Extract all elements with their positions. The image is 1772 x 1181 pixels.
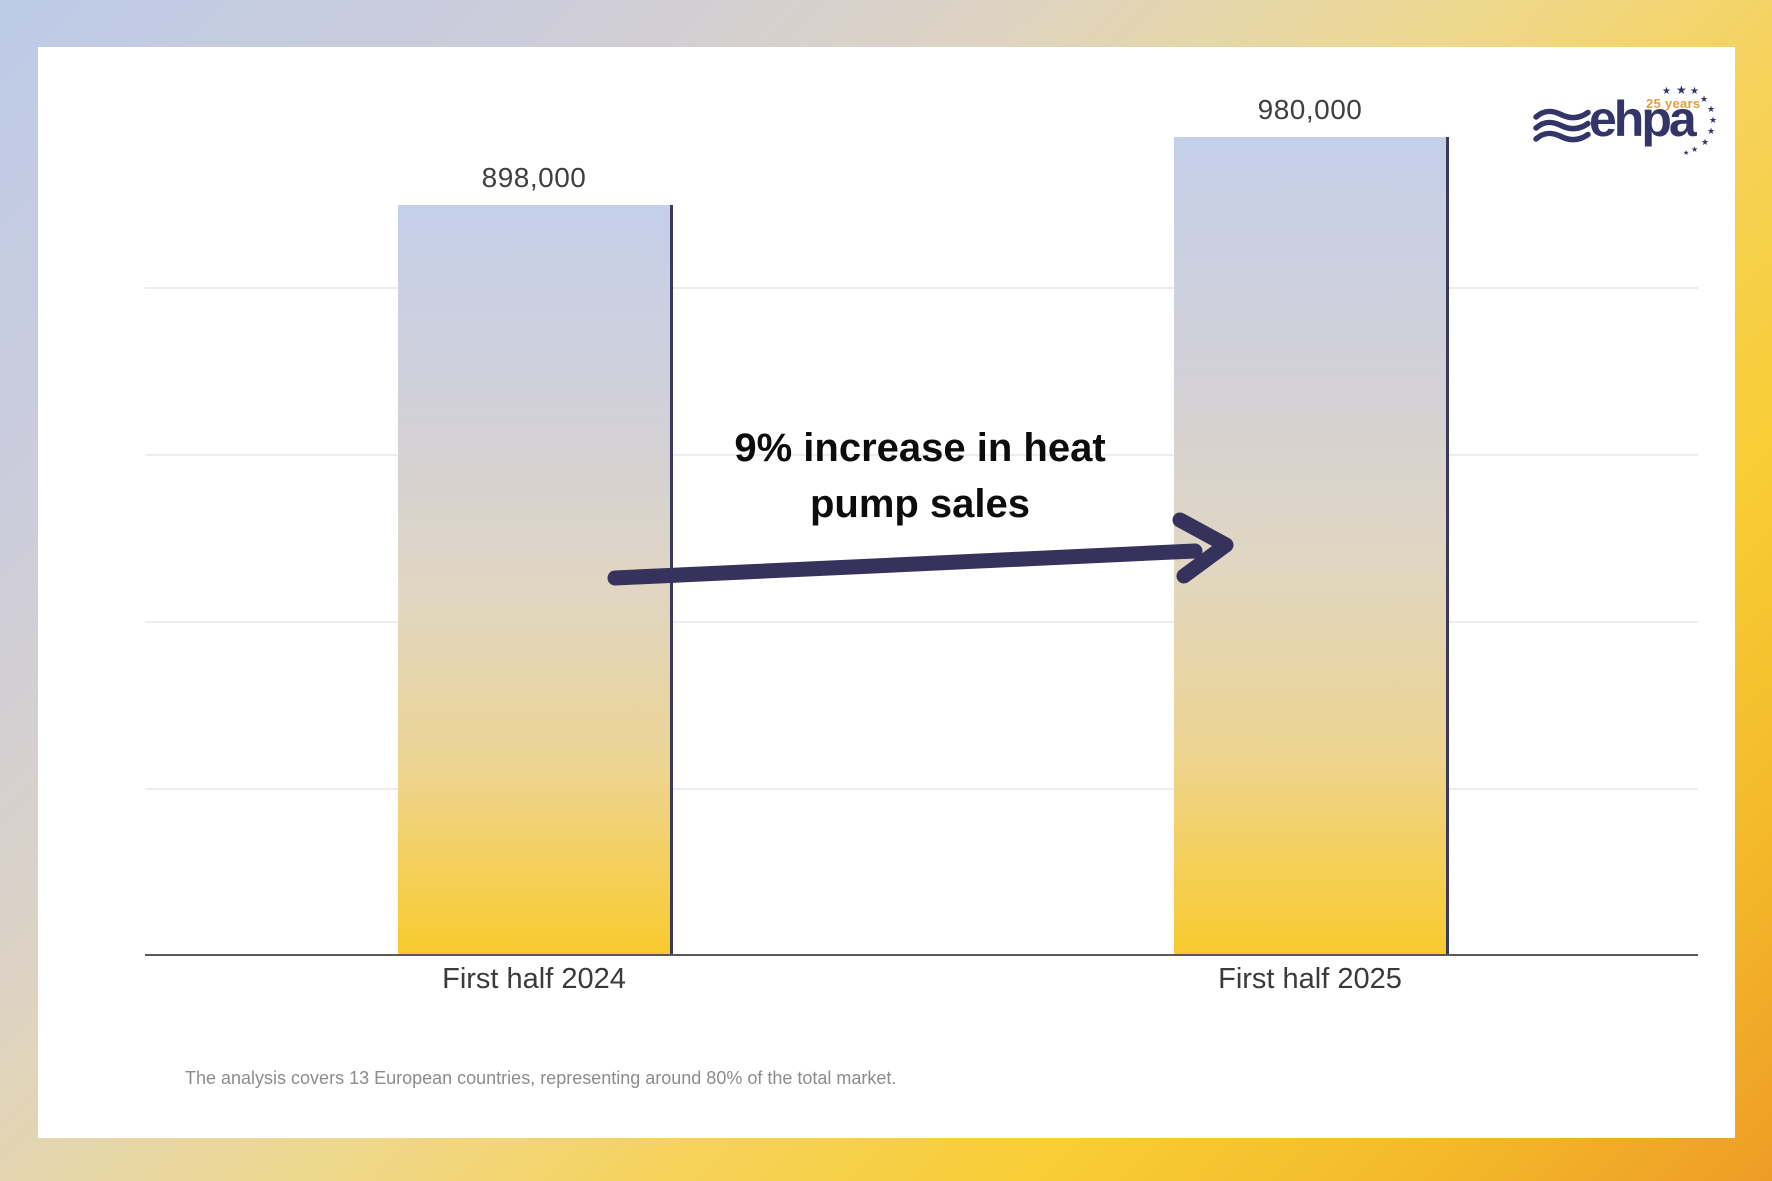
- gridline: [145, 788, 1698, 790]
- category-label: First half 2025: [1218, 963, 1402, 995]
- waves-icon: [1533, 108, 1591, 143]
- star-icon: ★: [1691, 145, 1699, 154]
- star-icon: ★: [1690, 86, 1699, 97]
- chart-card: [38, 47, 1735, 1138]
- gridline: [145, 287, 1698, 289]
- star-icon: ★: [1683, 150, 1690, 157]
- star-icon: ★: [1707, 104, 1716, 114]
- star-icon: ★: [1676, 83, 1687, 97]
- logo-25years-badge: 25 years: [1646, 96, 1701, 111]
- ehpa-logo: ehpa 25 years ★ ★ ★ ★ ★ ★ ★ ★ ★ ★: [1525, 72, 1735, 170]
- star-icon: ★: [1707, 126, 1716, 136]
- annotation-line2: pump sales: [809, 482, 1031, 526]
- bar-first-half-2025: [1174, 136, 1449, 955]
- bar-first-half-2024: [398, 205, 673, 955]
- footnote: The analysis covers 13 European countrie…: [185, 1068, 897, 1088]
- logo-wordmark: ehpa: [1589, 91, 1697, 147]
- value-label: 898,000: [481, 162, 587, 194]
- annotation-line1: 9% increase in heat: [734, 426, 1106, 470]
- gridline: [145, 454, 1698, 456]
- star-icon: ★: [1701, 137, 1710, 147]
- annotation-text: 9% increase in heat pump sales: [670, 420, 1170, 532]
- gridline: [145, 621, 1698, 623]
- star-icon: ★: [1662, 86, 1671, 97]
- category-label: First half 2024: [442, 963, 626, 995]
- value-label: 980,000: [1257, 93, 1363, 125]
- star-icon: ★: [1709, 115, 1718, 125]
- star-icon: ★: [1700, 94, 1709, 104]
- x-axis-line: [145, 954, 1698, 956]
